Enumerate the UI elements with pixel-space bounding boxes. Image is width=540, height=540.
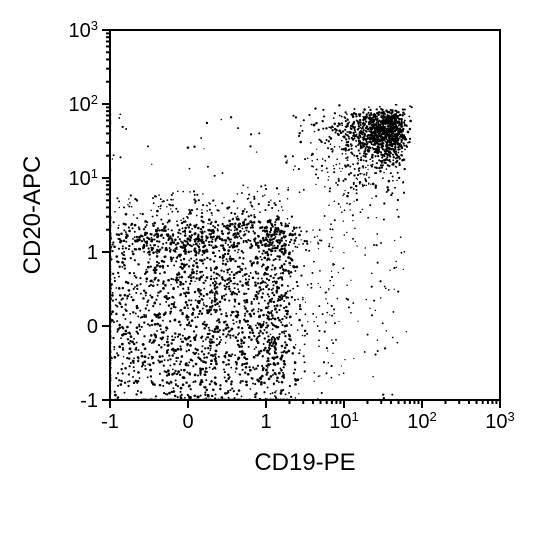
y-tick-label: 1: [87, 242, 98, 264]
x-tick-label: -1: [101, 411, 119, 433]
y-tick-label: 0: [87, 316, 98, 338]
flow-cytometry-scatter: -101101102103-101101102103CD19-PECD20-AP…: [0, 0, 540, 540]
y-axis-title: CD20-APC: [19, 156, 46, 275]
x-tick-label: 1: [260, 411, 271, 433]
scatter-svg: -101101102103-101101102103CD19-PECD20-AP…: [0, 0, 540, 540]
x-tick-label: 0: [182, 411, 193, 433]
x-axis-title: CD19-PE: [254, 449, 355, 476]
y-tick-label: -1: [80, 390, 98, 412]
